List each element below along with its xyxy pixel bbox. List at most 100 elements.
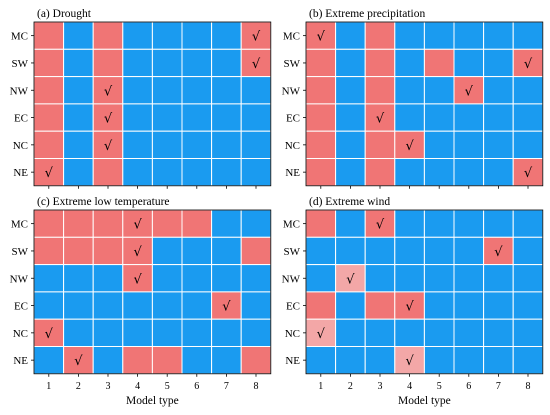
cell-p2-EC-2 [63,291,94,320]
check-mark-p0-SW-8: √ [252,57,261,72]
cell-p1-EC-7 [483,103,514,132]
check-mark-p2-NC-1: √ [45,327,54,342]
cell-p3-EC-5 [423,291,455,320]
cell-p3-NW-7 [483,264,514,293]
cell-p1-NW-5 [423,76,455,105]
cell-p0-MC-7 [211,21,242,50]
cell-p2-NC-8 [240,318,272,348]
check-mark-p2-EC-7: √ [222,300,231,315]
cell-p3-NE-6 [453,346,485,375]
cell-p1-NW-7 [483,76,514,105]
cell-p0-NW-5 [151,76,183,105]
check-mark-p1-SW-8: √ [524,57,533,72]
cell-p0-MC-8 [240,21,272,50]
cell-p3-NW-3 [364,264,396,293]
cell-p3-NW-4 [394,264,425,293]
cell-p1-NC-4 [394,130,425,159]
row-label-p1-SW: SW [284,58,301,70]
cell-p0-NW-1 [33,76,65,105]
panel-frame-p0 [33,21,272,187]
row-label-p1-NE: NE [285,167,300,179]
cell-p2-SW-6 [181,236,213,266]
cell-p2-NE-7 [211,346,242,375]
check-mark-p2-NE-2: √ [74,354,83,369]
check-mark-p0-MC-8: √ [252,30,261,45]
cell-p3-NC-6 [453,318,485,348]
check-mark-p1-MC-1: √ [317,30,326,45]
cell-p0-MC-5 [151,21,183,50]
x-tick-label-p3-1: 1 [318,381,323,392]
check-mark-p1-NC-4: √ [405,139,414,154]
cell-p2-NE-3 [92,346,124,375]
cell-p2-NC-6 [181,318,213,348]
cell-p3-NE-4 [394,346,425,375]
cell-p1-MC-4 [394,21,425,50]
cell-p0-SW-5 [151,48,183,78]
cell-p0-NE-3 [92,158,124,187]
cell-p3-NE-8 [512,346,544,375]
cell-p3-NW-6 [453,264,485,293]
cell-p1-NC-2 [335,130,366,159]
check-mark-p0-NC-3: √ [104,139,113,154]
cell-p0-EC-6 [181,103,213,132]
cell-p3-NE-7 [483,346,514,375]
x-axis-label-p2: Model type [126,395,179,407]
cell-p2-NE-6 [181,346,213,375]
cell-p2-EC-1 [33,291,65,320]
cell-p2-MC-7 [211,209,242,238]
cell-p0-NC-5 [151,130,183,159]
cell-p2-MC-2 [63,209,94,238]
cell-p1-EC-4 [394,103,425,132]
cell-p2-SW-1 [33,236,65,266]
cell-p2-NW-7 [211,264,242,293]
cell-p3-SW-5 [423,236,455,266]
cell-p2-EC-8 [240,291,272,320]
cell-p3-MC-1 [305,209,337,238]
row-label-p0-NE: NE [13,167,28,179]
cell-p0-NC-8 [240,130,272,159]
cell-p0-MC-6 [181,21,213,50]
x-tick-label-p2-4: 4 [135,381,140,392]
cell-p1-MC-3 [364,21,396,50]
cell-p3-MC-6 [453,209,485,238]
cell-p1-SW-2 [335,48,366,78]
cell-p2-SW-7 [211,236,242,266]
x-tick-label-p2-5: 5 [165,381,170,392]
cell-p0-NC-2 [63,130,94,159]
cell-p2-NW-5 [151,264,183,293]
cell-p0-SW-7 [211,48,242,78]
cell-p3-NC-3 [364,318,396,348]
x-tick-label-p3-2: 2 [348,381,353,392]
cell-p3-EC-7 [483,291,514,320]
cell-p0-SW-3 [92,48,124,78]
cell-p2-EC-6 [181,291,213,320]
cell-p3-MC-8 [512,209,544,238]
row-label-p2-MC: MC [11,219,28,231]
row-label-p0-EC: EC [14,113,28,125]
cell-p2-NC-7 [211,318,242,348]
cell-p0-NE-4 [122,158,153,187]
x-tick-label-p2-6: 6 [194,381,199,392]
cell-p2-EC-3 [92,291,124,320]
check-mark-p0-NE-1: √ [45,166,54,181]
cell-p3-SW-3 [364,236,396,266]
cell-p0-NW-2 [63,76,94,105]
cell-p3-NC-5 [423,318,455,348]
x-tick-label-p2-8: 8 [254,381,259,392]
cell-p2-EC-4 [122,291,153,320]
cell-p3-NE-3 [364,346,396,375]
cell-p1-NE-7 [483,158,514,187]
x-tick-label-p3-4: 4 [407,381,412,392]
row-label-p0-MC: MC [11,31,28,43]
cell-p0-EC-1 [33,103,65,132]
cell-p3-NC-1 [305,318,337,348]
cell-p3-EC-8 [512,291,544,320]
check-mark-p0-EC-3: √ [104,112,113,127]
cell-p1-NW-3 [364,76,396,105]
cell-p0-SW-4 [122,48,153,78]
cell-p2-NE-1 [33,346,65,375]
cell-p2-SW-2 [63,236,94,266]
cell-p3-NE-2 [335,346,366,375]
cell-p0-EC-8 [240,103,272,132]
row-label-p1-MC: MC [283,31,300,43]
